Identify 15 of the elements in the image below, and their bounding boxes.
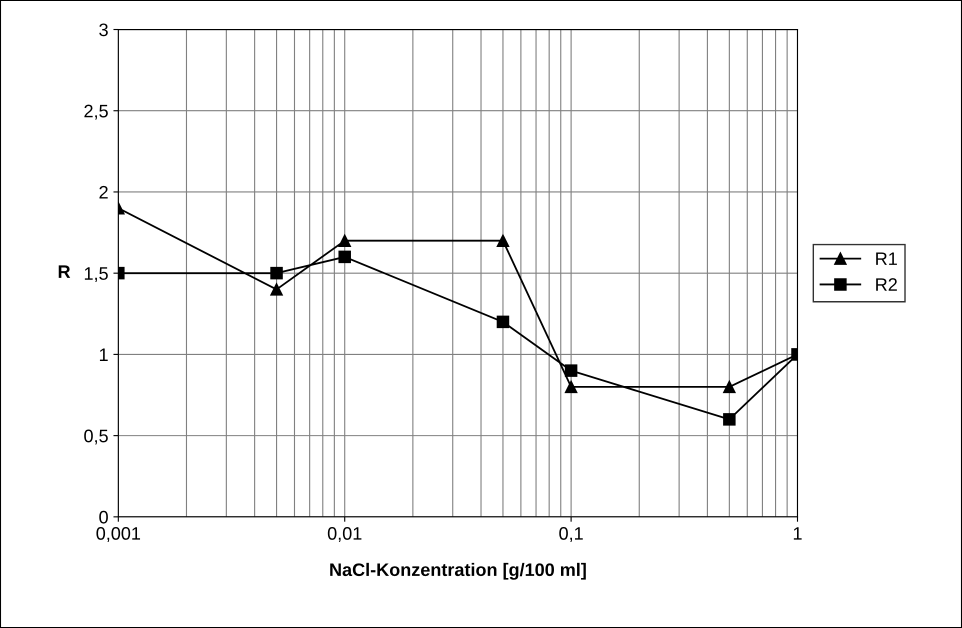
legend-label: R1 <box>876 252 897 265</box>
y-tick-label: 0,5 <box>84 430 108 444</box>
x-tick-label: 0,1 <box>559 527 583 542</box>
x-axis-title: NaCl-Konzentration [g/100 ml] <box>330 562 586 580</box>
x-tick-label: 1 <box>794 527 802 540</box>
y-tick-label: 1 <box>100 348 108 361</box>
legend-label: R2 <box>876 278 897 291</box>
y-tick-label: 3 <box>99 23 108 36</box>
x-tick-label: 0,001 <box>96 527 140 542</box>
x-tick-label: 0,01 <box>328 527 362 542</box>
y-axis-title: R <box>58 265 70 278</box>
y-tick-label: 0 <box>99 510 108 524</box>
y-tick-label: 2 <box>99 186 108 198</box>
y-tick-label: 1,5 <box>84 267 108 282</box>
y-tick-label: 2,5 <box>84 104 108 120</box>
